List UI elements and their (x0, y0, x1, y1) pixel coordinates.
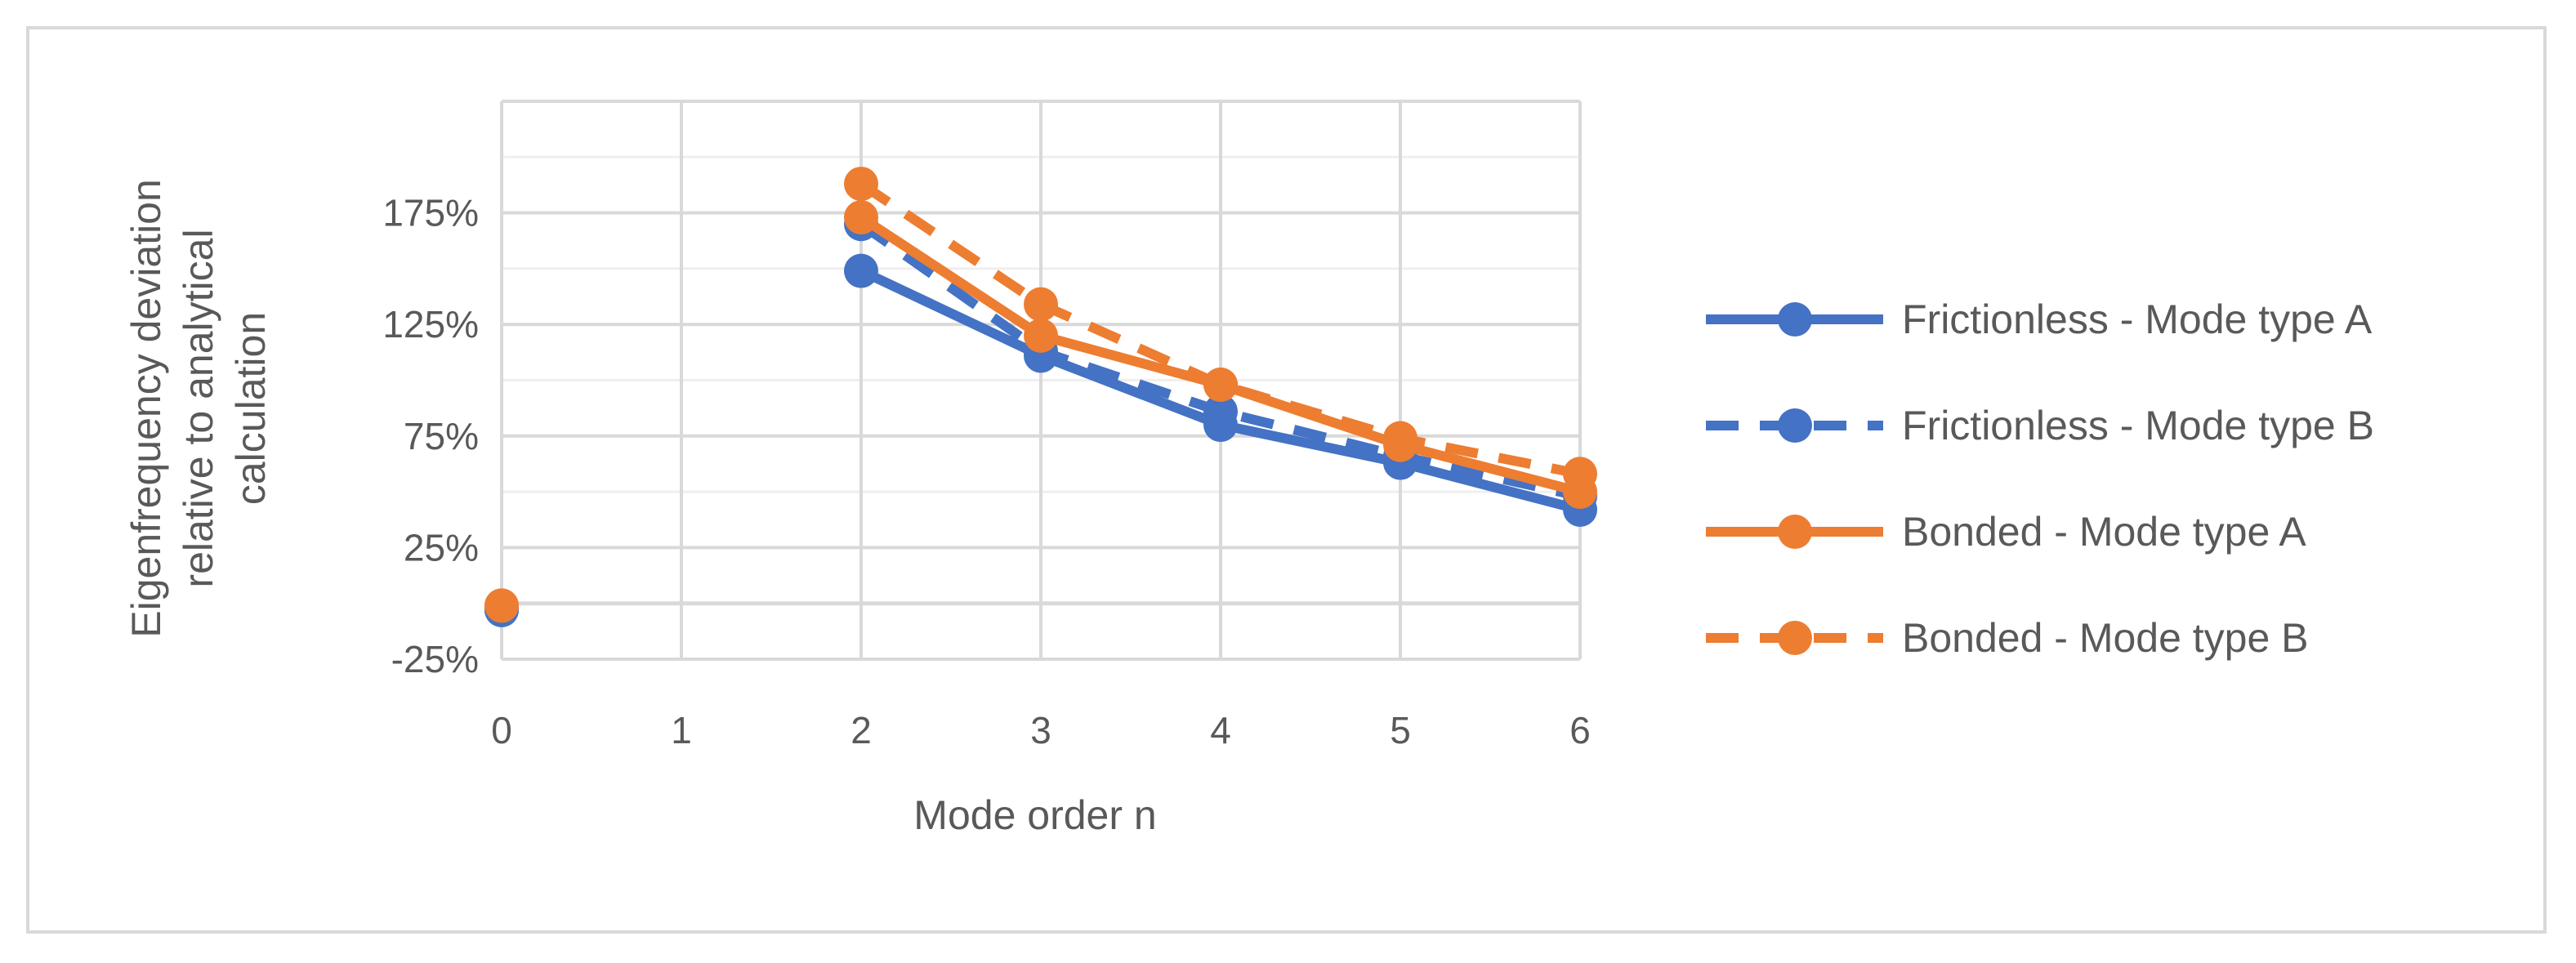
data-point (484, 588, 519, 623)
data-point (1563, 457, 1597, 492)
y-tick-label: 75% (404, 415, 479, 457)
x-tick-label: 5 (1390, 709, 1411, 751)
x-tick-label: 4 (1210, 709, 1231, 751)
y-tick-label: 25% (404, 526, 479, 568)
legend-marker (1778, 408, 1812, 443)
x-axis-ticks: 0 1 2 3 4 5 6 (491, 709, 1591, 751)
series-line (858, 180, 1582, 479)
legend-label: Bonded - Mode type B (1902, 615, 2309, 661)
x-tick-label: 1 (671, 709, 692, 751)
x-tick-label: 2 (850, 709, 872, 751)
y-axis-title-line-3: calculation (228, 312, 274, 505)
legend-item-3: Bonded - Mode type A (1706, 509, 2306, 555)
data-point (844, 253, 878, 288)
legend-item-1: Frictionless - Mode type A (1706, 296, 2373, 342)
x-tick-label: 0 (491, 709, 512, 751)
y-axis-title-line-1: Eigenfrequency deviation (123, 179, 169, 638)
legend-label: Frictionless - Mode type B (1902, 403, 2374, 448)
y-axis-title-line-2: relative to analytical (176, 229, 221, 587)
legend-marker (1778, 302, 1812, 337)
series-group (484, 167, 1597, 627)
series-4 (484, 167, 1597, 623)
data-point (1203, 394, 1238, 429)
legend-marker (1778, 621, 1812, 655)
legend-marker (1778, 515, 1812, 549)
y-tick-label: -25% (391, 638, 479, 680)
legend-label: Frictionless - Mode type A (1902, 296, 2373, 342)
legend: Frictionless - Mode type A Frictionless -… (1706, 296, 2374, 661)
legend-item-4: Bonded - Mode type B (1706, 615, 2309, 661)
legend-label: Bonded - Mode type A (1902, 509, 2306, 555)
y-tick-label: 125% (382, 303, 479, 346)
y-tick-label: 175% (382, 192, 479, 234)
gridlines (500, 100, 1582, 661)
data-point (1024, 318, 1058, 353)
data-point (844, 200, 878, 235)
data-point (844, 167, 878, 202)
legend-item-2: Frictionless - Mode type B (1706, 403, 2374, 448)
x-tick-label: 6 (1569, 709, 1591, 751)
data-point (1203, 367, 1238, 402)
y-axis-title: Eigenfrequency deviation relative to ana… (123, 179, 274, 638)
chart-frame (26, 26, 2547, 934)
x-tick-label: 3 (1030, 709, 1051, 751)
y-axis-ticks: -25% 25% 75% 125% 175% (382, 192, 479, 680)
data-point (1024, 287, 1058, 322)
data-point (1383, 421, 1417, 456)
x-axis-title: Mode order n (913, 792, 1156, 838)
